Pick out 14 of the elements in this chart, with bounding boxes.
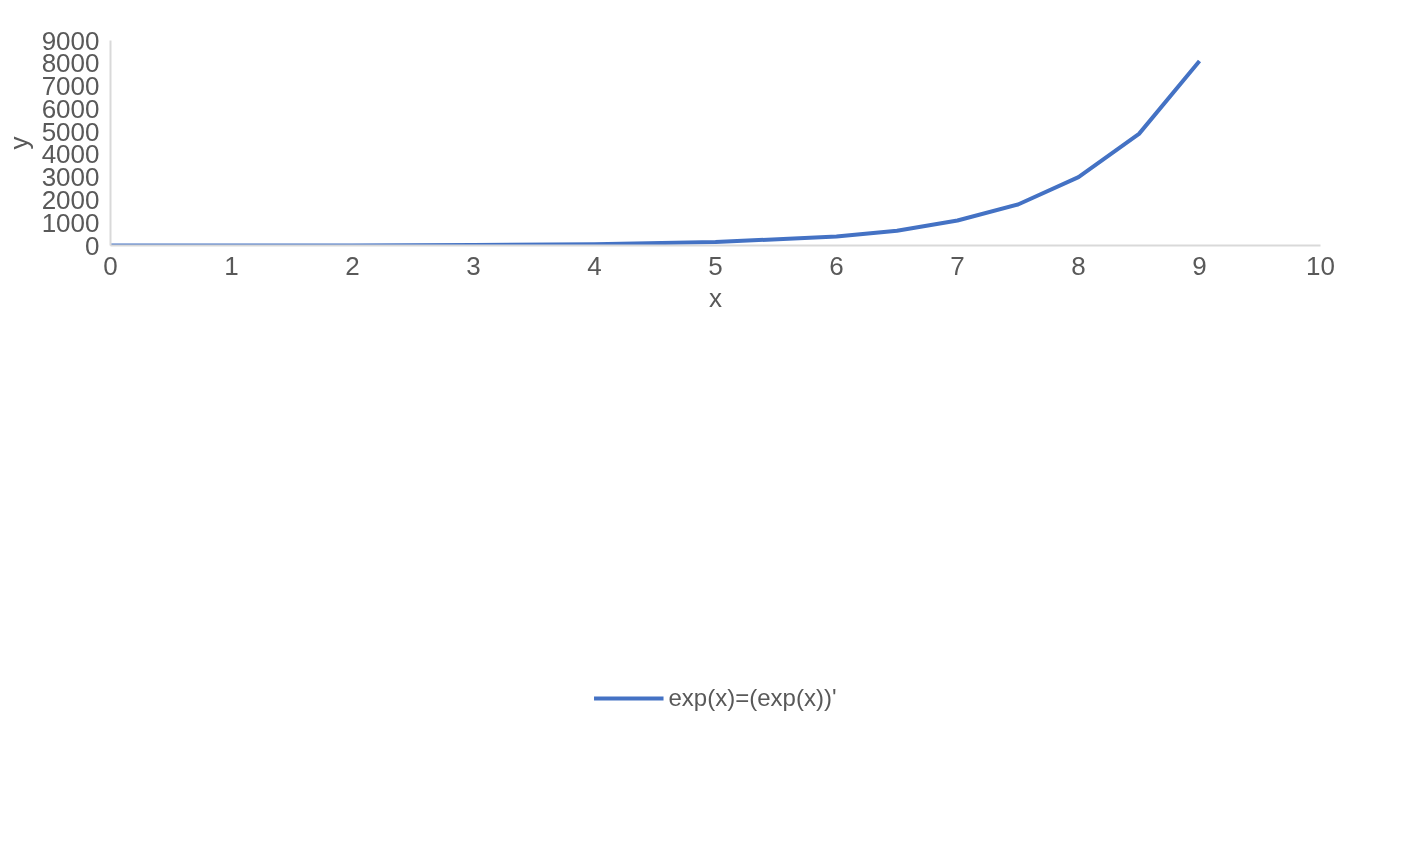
x-tick-label: 10: [1306, 250, 1335, 281]
x-tick-label: 8: [1071, 250, 1086, 281]
x-axis-title: x: [709, 282, 722, 313]
x-tick-label: 1: [224, 250, 239, 281]
x-tick-label: 3: [466, 250, 481, 281]
x-tick-label: 9: [1192, 250, 1207, 281]
legend-label: exp(x)=(exp(x))': [668, 684, 837, 712]
x-tick-label: 7: [950, 250, 965, 281]
x-tick-label: 6: [829, 250, 844, 281]
y-axis-title: y: [3, 136, 34, 150]
x-tick-label: 5: [708, 250, 723, 281]
x-tick-label: 4: [587, 250, 602, 281]
x-tick-label: 2: [345, 250, 360, 281]
line-series: [110, 59, 1202, 246]
